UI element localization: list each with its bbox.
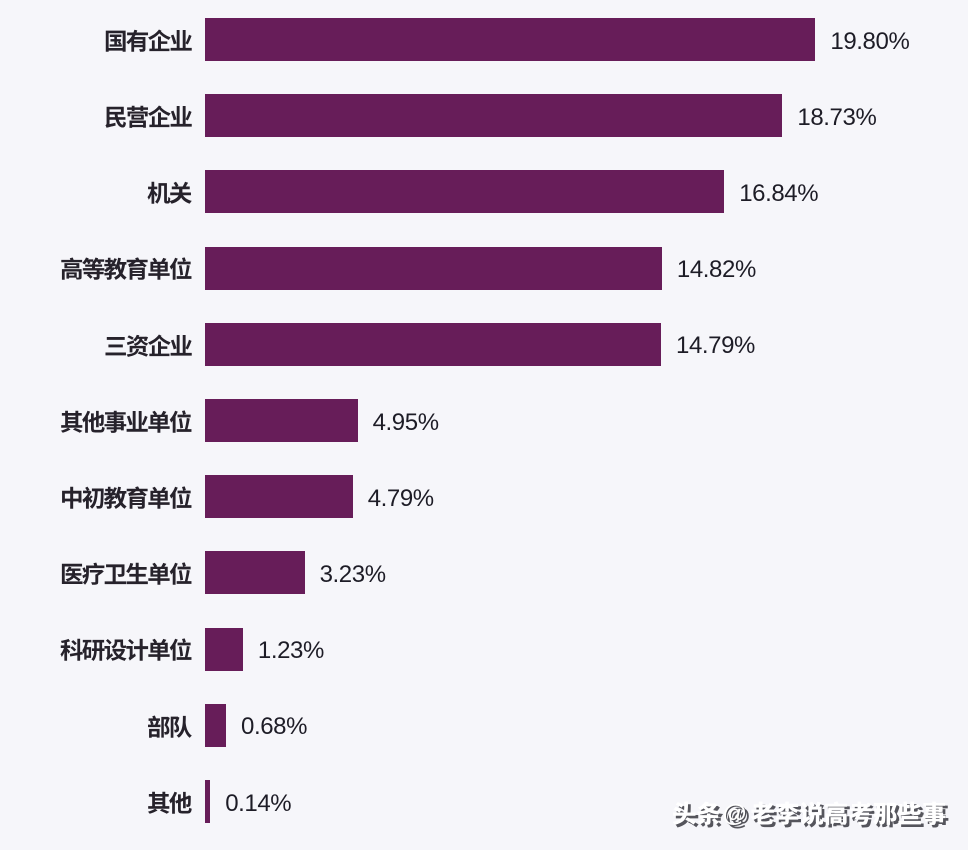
- svg-text:@: @: [723, 800, 747, 827]
- svg-text:@: @: [726, 804, 750, 831]
- svg-text:@: @: [724, 802, 748, 829]
